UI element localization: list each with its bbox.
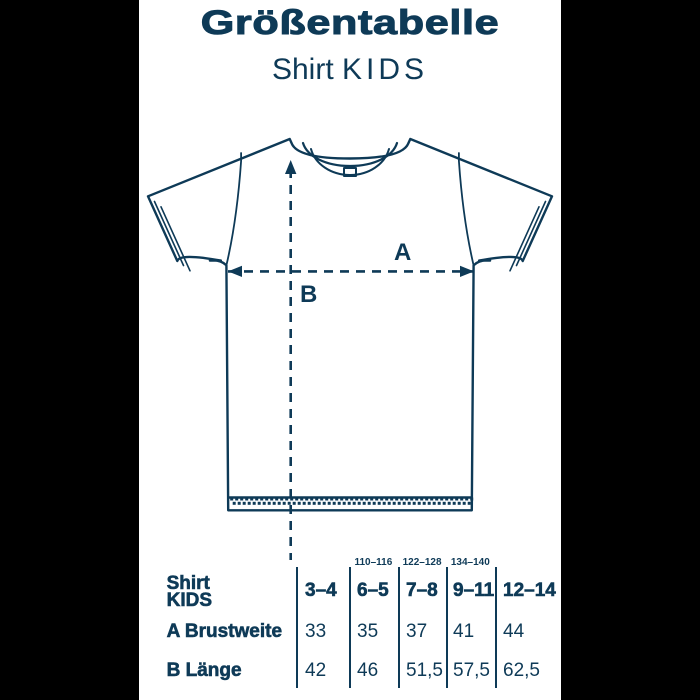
svg-text:B: B — [300, 281, 317, 308]
svg-text:A: A — [394, 239, 411, 266]
